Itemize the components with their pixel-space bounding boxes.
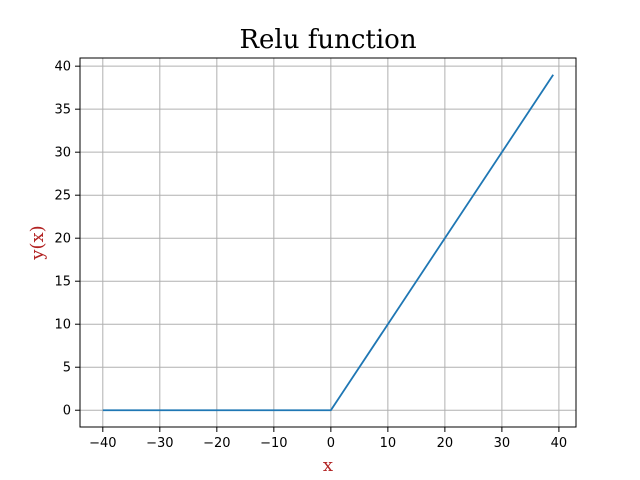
x-tick-label: 10: [380, 436, 397, 451]
series-layer: [102, 74, 554, 412]
plot-area-frame: [79, 57, 577, 428]
y-tick-label: 0: [63, 404, 71, 419]
x-tick-label: 40: [551, 436, 568, 451]
x-tick-label: −30: [146, 436, 173, 451]
y-tick-label: 40: [54, 60, 71, 75]
y-tick-label: 35: [54, 103, 71, 118]
chart-title: Relu function: [239, 25, 416, 55]
x-tick-label: 30: [494, 436, 511, 451]
y-tick-label: 25: [54, 189, 71, 204]
x-tick-label: 0: [327, 436, 335, 451]
y-tick-label: 15: [54, 275, 71, 290]
x-tick-label: −40: [89, 436, 116, 451]
y-tick-label: 30: [54, 146, 71, 161]
y-tick-label: 20: [54, 232, 71, 247]
y-tick-label: 10: [54, 318, 71, 333]
x-tick-label: −10: [260, 436, 287, 451]
relu-line: [102, 74, 554, 412]
x-axis-label: x: [323, 455, 333, 476]
x-tick-label: −20: [203, 436, 230, 451]
y-tick-label: 5: [63, 361, 71, 376]
x-tick-label: 20: [437, 436, 454, 451]
axis-ticks: −40 −30 −20 −10 0 10 20 30 40 0 5 10 15 20 25 30 35 40: [54, 60, 567, 451]
y-axis-label: y(x): [27, 225, 48, 260]
grid-lines: [80, 58, 576, 427]
